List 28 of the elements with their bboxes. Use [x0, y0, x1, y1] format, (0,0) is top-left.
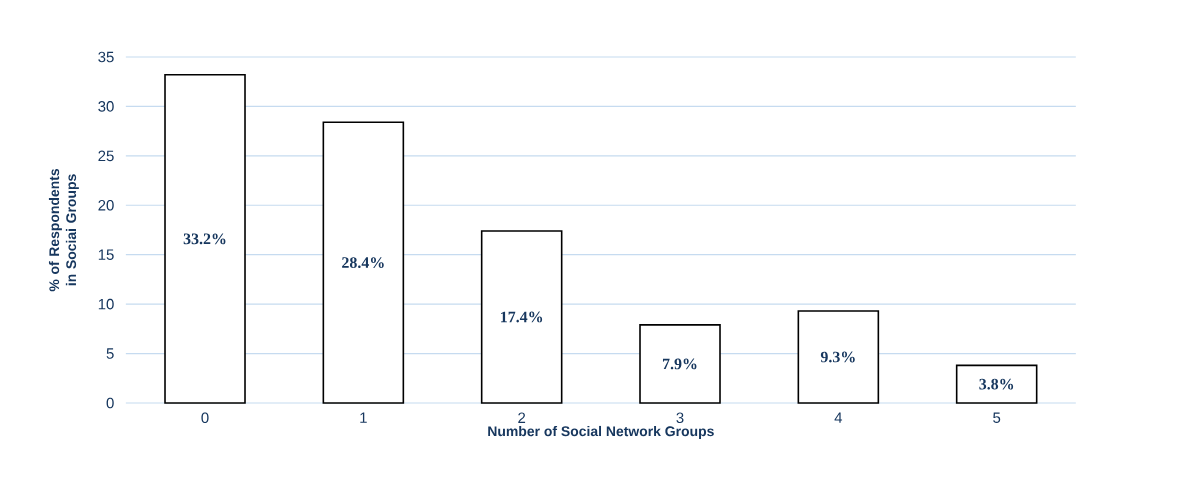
bar [322, 121, 405, 404]
bar [797, 310, 880, 404]
data-label: 28.4% [342, 257, 384, 269]
y-tick-label: 20 [98, 199, 114, 211]
x-axis-title: Number of Social Network Groups [488, 425, 714, 439]
y-tick-label: 35 [98, 51, 114, 63]
x-tick-label: 3 [676, 412, 684, 424]
bar [639, 324, 721, 404]
x-tick-label: 2 [518, 412, 526, 423]
x-tick-label: 1 [360, 412, 367, 423]
data-label: 7.9% [662, 358, 697, 370]
y-axis-title: % of Respondents in Sociai Groups [48, 168, 79, 292]
y-tick-label: 0 [106, 397, 114, 409]
data-label: 33.2% [183, 233, 226, 245]
y-tick-label: 15 [98, 249, 114, 260]
y-tick-label: 5 [106, 348, 114, 359]
bar [164, 73, 246, 404]
bar [480, 230, 563, 404]
y-tick-label: 10 [98, 298, 114, 310]
data-label: 3.8% [979, 378, 1014, 390]
bar [955, 364, 1038, 404]
y-tick-label: 25 [98, 150, 114, 162]
x-tick-label: 0 [201, 412, 209, 424]
data-label: 17.4% [501, 311, 543, 323]
y-tick-label: 30 [98, 101, 114, 112]
x-tick-label: 5 [993, 412, 1001, 423]
x-tick-label: 4 [834, 412, 843, 423]
data-label: 9.3% [820, 351, 855, 363]
